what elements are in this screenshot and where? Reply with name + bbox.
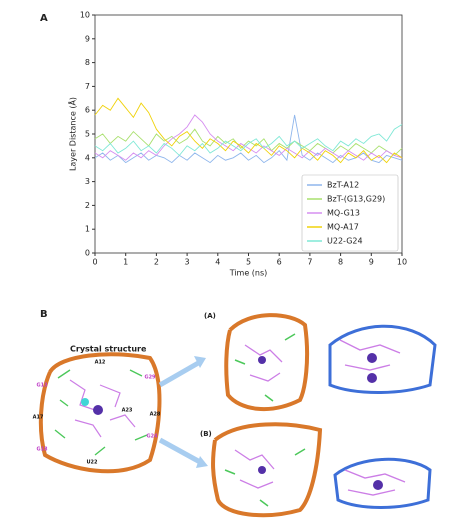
bases [224,448,306,507]
bases [69,379,136,438]
y-axis-label: Layer Distance (Å) [67,97,78,171]
residue-label: G18 [36,447,48,453]
y-tick-label: 2 [85,201,90,210]
residue-label: A12 [95,360,106,366]
arrow-head [196,456,208,468]
x-tick-label: 8 [338,258,343,267]
y-tick-label: 10 [80,11,90,20]
y-tick-label: 1 [85,225,90,234]
residue-label: G13 [36,383,48,389]
y-tick-label: 4 [85,153,90,162]
ion [93,405,103,415]
x-tick-label: 1 [123,258,128,267]
y-tick-label: 6 [85,106,90,115]
x-tick-label: 7 [307,258,312,267]
panel-label: B [40,309,48,320]
residue-label: U22 [86,460,98,466]
legend-label: BzT-A12 [327,181,359,190]
arrow [158,359,202,388]
legend-box [301,174,399,252]
residue-label: G29 [144,375,156,381]
backbone [328,324,437,394]
arrow [158,437,202,465]
series-line [94,97,403,164]
view-label: (B) [200,430,212,438]
residue-label: A17 [33,415,44,421]
bases [244,344,283,382]
x-tick-label: 0 [92,258,97,267]
x-axis-label: Time (ns) [229,269,268,278]
ion [367,373,377,383]
bases [234,333,296,402]
structure-title: Crystal structure [70,345,147,354]
series-line [94,124,403,157]
bases [54,369,148,456]
panel-label: A [40,13,48,24]
ion [258,356,266,364]
legend-label: BzT-(G13,G29) [327,195,385,204]
bases [339,339,401,371]
x-tick-label: 9 [369,258,374,267]
backbone [333,457,432,509]
y-tick-label: 0 [85,249,90,258]
bases [234,449,275,489]
legend-label: U22-G24 [327,237,363,246]
legend-label: MQ-A17 [327,223,359,232]
y-tick-label: 7 [85,82,90,91]
y-tick-label: 5 [85,130,90,139]
residue-label: A28 [150,412,161,418]
y-tick-label: 3 [85,177,90,186]
residue-label: A23 [122,408,133,414]
x-tick-label: 5 [246,258,251,267]
view-label: (A) [204,312,216,320]
legend-label: MQ-G13 [327,209,360,218]
y-tick-label: 9 [85,34,90,43]
series-line [94,114,403,161]
x-tick-label: 4 [215,258,220,267]
arrow-head [194,356,206,368]
molecular-images [38,313,437,518]
ion [258,466,266,474]
backbone [38,352,162,474]
ligand [81,398,89,406]
backbone [211,422,323,518]
x-tick-label: 6 [277,258,282,267]
x-tick-label: 10 [397,258,407,267]
residue-label: G24 [146,434,158,440]
ion [367,353,377,363]
x-tick-label: 3 [185,258,190,267]
y-tick-label: 8 [85,58,90,67]
series-line [94,114,403,164]
x-tick-label: 2 [154,258,159,267]
bases [344,469,406,496]
ion [373,480,383,490]
backbone [224,313,310,412]
series-line [94,128,403,156]
